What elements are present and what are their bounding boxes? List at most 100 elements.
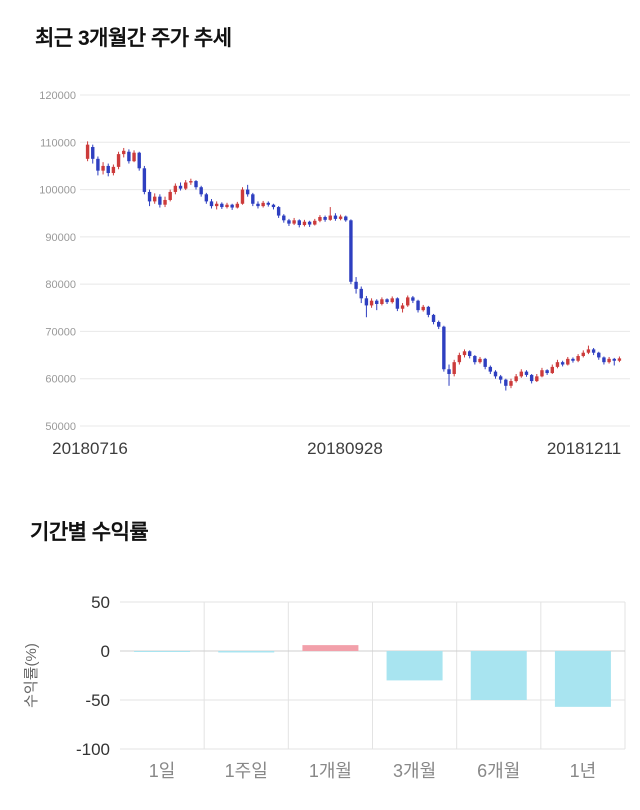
return-bar xyxy=(134,651,191,652)
candle-body xyxy=(199,187,203,195)
candle-body xyxy=(607,358,611,363)
candle-body xyxy=(411,297,415,301)
candle-body xyxy=(178,185,183,189)
candle-body xyxy=(209,201,214,207)
candle-body xyxy=(302,221,307,226)
candle-body xyxy=(313,220,317,225)
candle-body xyxy=(421,306,425,311)
candle-body xyxy=(529,374,534,382)
candle-body xyxy=(560,362,565,365)
candle-body xyxy=(452,362,456,374)
return-bar xyxy=(302,645,359,651)
candle-body xyxy=(478,358,482,363)
candle-body xyxy=(194,181,198,188)
candle-body xyxy=(127,151,131,162)
candle-body xyxy=(251,194,255,204)
candle-body xyxy=(457,355,462,363)
candle-body xyxy=(359,288,363,299)
candle-body xyxy=(230,204,234,208)
candle-body xyxy=(498,376,503,380)
price-y-tick-label: 100000 xyxy=(39,185,76,197)
price-y-tick-label: 110000 xyxy=(40,137,76,149)
candle-body xyxy=(225,204,229,208)
returns-y-tick-label: 0 xyxy=(101,642,110,661)
price-y-tick-label: 80000 xyxy=(45,279,76,291)
candle-body xyxy=(488,366,493,372)
candle-body xyxy=(235,203,240,208)
candle-body xyxy=(416,300,420,311)
candle-body xyxy=(282,215,286,221)
returns-y-tick-label: -50 xyxy=(85,691,110,710)
candle-body xyxy=(333,215,338,219)
candle-body xyxy=(617,358,622,361)
returns-category-label: 6개월 xyxy=(477,761,520,781)
candle-body xyxy=(214,203,219,207)
candle-body xyxy=(189,181,193,183)
returns-chart-grid xyxy=(120,601,626,750)
candle-body xyxy=(581,352,585,357)
return-bar xyxy=(470,651,527,700)
candle-body xyxy=(328,215,332,220)
candle-body xyxy=(292,220,296,224)
candle-body xyxy=(261,202,265,207)
candle-body xyxy=(375,300,379,305)
candle-body xyxy=(462,351,467,356)
candle-body xyxy=(390,298,394,303)
candle-body xyxy=(323,216,327,220)
candle-body xyxy=(158,196,162,205)
candle-body xyxy=(256,203,260,207)
price-trend-title: 최근 3개월간 주가 추세 xyxy=(35,27,232,50)
price-y-tick-label: 60000 xyxy=(45,374,76,386)
candle-body xyxy=(122,150,126,155)
candle-body xyxy=(576,356,580,361)
candle-body xyxy=(566,358,570,365)
returns-category-label: 3개월 xyxy=(393,761,436,781)
candle-body xyxy=(612,358,616,361)
returns-category-label: 1주일 xyxy=(225,761,268,781)
candle-body xyxy=(111,166,116,174)
return-bar xyxy=(554,651,611,707)
candle-body xyxy=(173,185,178,192)
returns-bar-chart: 50 0 -50 -100 1일 1주일 1개월 3개월 6개월 1년 수익률(%) xyxy=(23,593,626,781)
candle-body xyxy=(586,349,591,353)
candle-body xyxy=(364,298,369,306)
price-chart-grid xyxy=(80,94,630,427)
candle-body xyxy=(96,158,100,171)
price-y-tick-label: 120000 xyxy=(39,90,76,102)
returns-category-label: 1일 xyxy=(149,761,176,781)
returns-y-axis-title: 수익률(%) xyxy=(23,643,40,708)
candle-body xyxy=(545,370,549,374)
price-y-tick-label: 50000 xyxy=(45,421,76,433)
candle-body xyxy=(91,147,95,159)
returns-chart-axis-labels: 50 0 -50 -100 1일 1주일 1개월 3개월 6개월 1년 수익률(%) xyxy=(23,593,596,781)
candle-body xyxy=(116,154,121,167)
candle-body xyxy=(163,199,167,205)
candle-body xyxy=(142,168,147,192)
candle-body xyxy=(137,152,141,169)
candle-body xyxy=(524,371,529,375)
candle-body xyxy=(101,165,105,171)
price-candlestick-chart: 120000 110000 100000 90000 80000 70000 60000 50… xyxy=(39,90,630,458)
candle-body xyxy=(514,376,518,382)
candle-body xyxy=(369,300,374,306)
candle-body xyxy=(431,314,436,322)
candles-group xyxy=(85,141,622,391)
returns-bars-group xyxy=(134,645,611,707)
candle-body xyxy=(483,358,487,367)
candle-body xyxy=(266,202,271,205)
candle-body xyxy=(504,379,508,386)
candle-body xyxy=(307,221,312,225)
price-x-tick-label: 20180928 xyxy=(307,439,383,458)
candle-body xyxy=(535,376,539,382)
candle-body xyxy=(318,216,322,221)
candle-body xyxy=(509,381,513,386)
candle-body xyxy=(349,220,353,282)
candle-body xyxy=(153,196,157,202)
return-bar xyxy=(218,651,275,653)
candle-body xyxy=(132,152,136,162)
candle-body xyxy=(204,194,209,202)
candle-body xyxy=(467,351,472,357)
candle-body xyxy=(395,298,400,309)
candle-body xyxy=(406,297,410,306)
candle-body xyxy=(571,358,575,361)
